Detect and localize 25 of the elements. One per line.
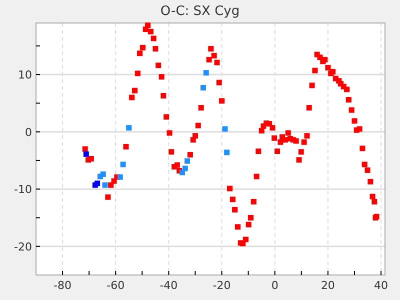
point bbox=[120, 162, 126, 168]
point bbox=[203, 70, 209, 76]
point bbox=[224, 150, 230, 156]
point bbox=[182, 166, 188, 172]
point bbox=[94, 180, 100, 186]
point bbox=[200, 84, 206, 90]
point bbox=[222, 126, 228, 132]
x-tick-label: 40 bbox=[374, 279, 388, 292]
point bbox=[184, 158, 190, 164]
y-tick-label: 10 bbox=[18, 68, 32, 82]
chart-title: O-C: SX Cyg bbox=[160, 4, 240, 19]
x-tick-label: -60 bbox=[106, 279, 125, 292]
point bbox=[126, 125, 132, 131]
y-tick-label: -10 bbox=[14, 183, 32, 196]
point bbox=[117, 174, 123, 180]
y-tick-label: -20 bbox=[14, 240, 32, 254]
x-tick-label: -20 bbox=[212, 279, 231, 292]
point bbox=[83, 151, 89, 157]
x-tick-label: 0 bbox=[271, 279, 278, 292]
point bbox=[100, 171, 106, 177]
point bbox=[102, 182, 108, 188]
x-tick-label: -80 bbox=[54, 279, 72, 292]
x-tick-label: -40 bbox=[160, 279, 178, 292]
y-tick-label: 0 bbox=[25, 126, 32, 139]
x-tick-label: 20 bbox=[320, 279, 335, 292]
